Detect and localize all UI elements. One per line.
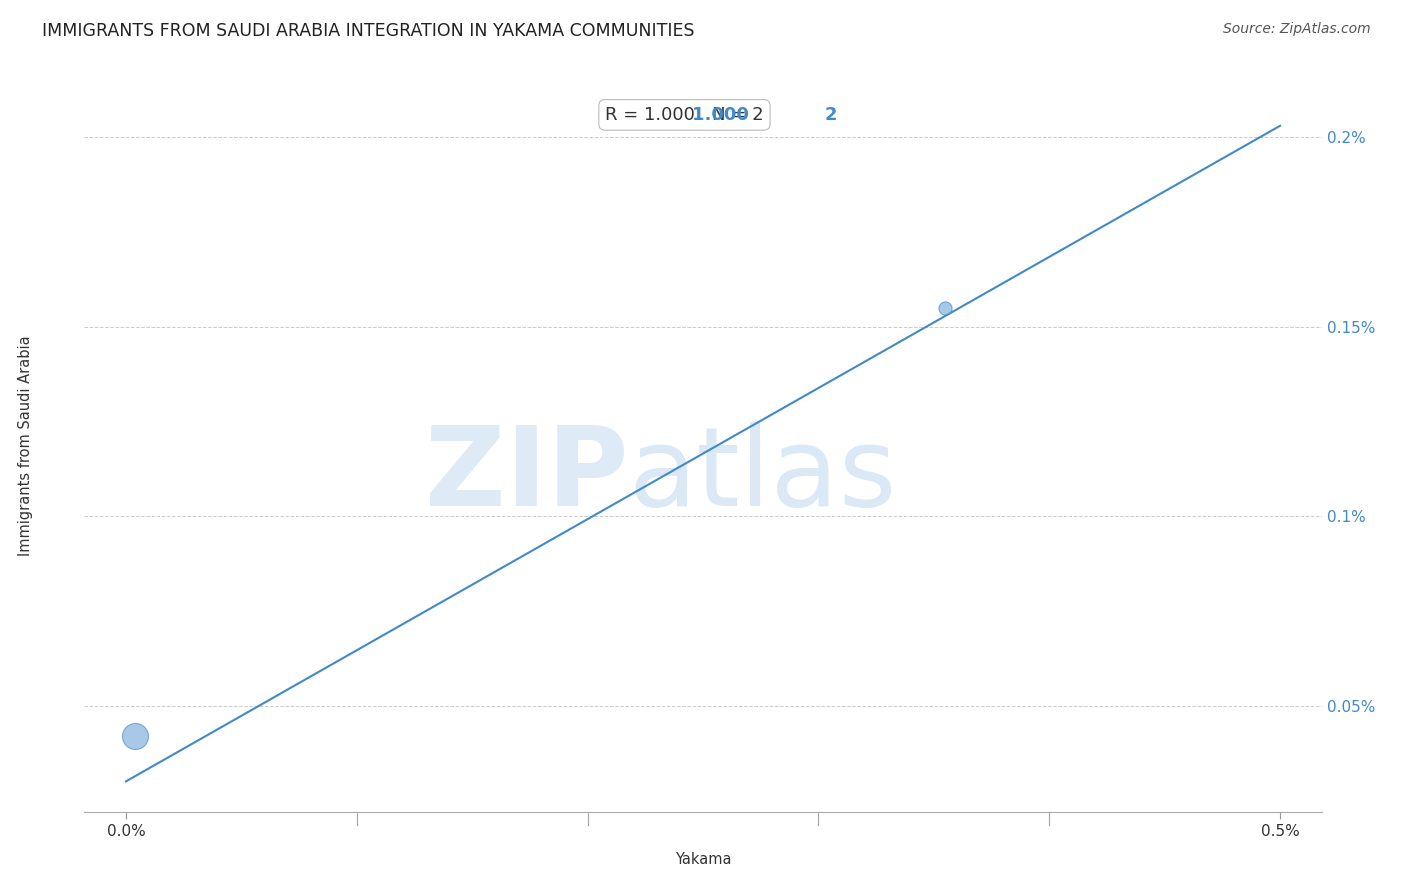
Text: Immigrants from Saudi Arabia: Immigrants from Saudi Arabia (18, 335, 32, 557)
Text: 1.000: 1.000 (692, 106, 768, 124)
Text: Source: ZipAtlas.com: Source: ZipAtlas.com (1223, 22, 1371, 37)
Text: 2: 2 (824, 106, 837, 124)
Point (124, 729, 146, 743)
Text: ZIP: ZIP (426, 422, 628, 529)
Point (934, 301, 956, 315)
X-axis label: Yakama: Yakama (675, 853, 731, 867)
Text: atlas: atlas (628, 422, 897, 529)
Text: IMMIGRANTS FROM SAUDI ARABIA INTEGRATION IN YAKAMA COMMUNITIES: IMMIGRANTS FROM SAUDI ARABIA INTEGRATION… (42, 22, 695, 40)
Text: R = 1.000   N = 2: R = 1.000 N = 2 (605, 106, 763, 124)
